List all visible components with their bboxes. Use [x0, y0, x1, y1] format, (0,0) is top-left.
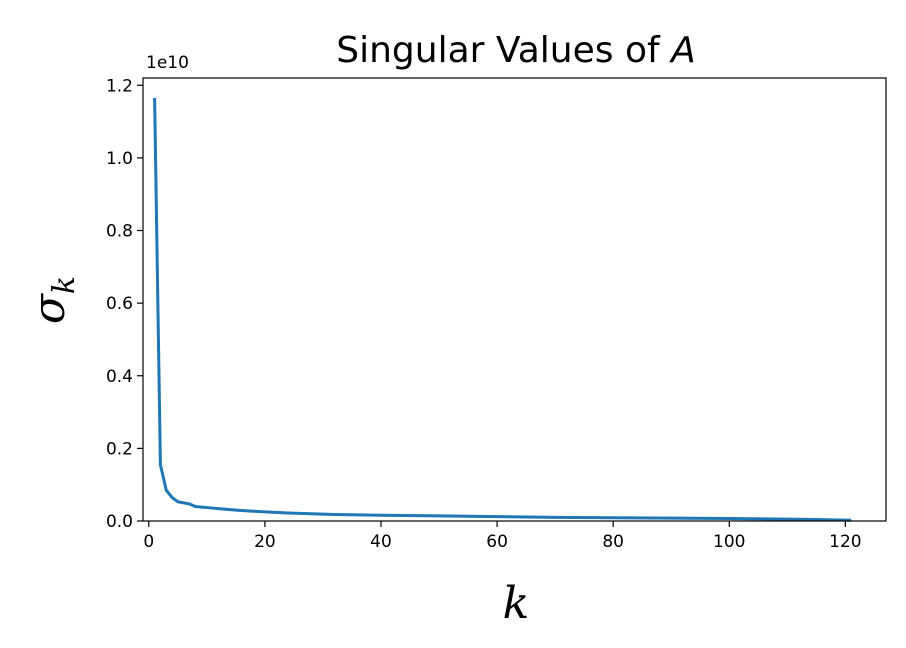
- x-tick-label: 100: [713, 532, 745, 552]
- y-axis-label: σk: [24, 276, 82, 324]
- x-tick-label: 60: [486, 532, 508, 552]
- y-offset-label: 1e10: [146, 53, 189, 73]
- series-layer: [153, 97, 852, 522]
- y-tick-label: 1.0: [106, 149, 133, 169]
- x-tick-label: 120: [829, 532, 861, 552]
- y-tick-label: 0.0: [106, 512, 133, 532]
- chart-title-variable: A: [669, 30, 696, 71]
- x-tick-label: 80: [602, 532, 624, 552]
- x-tick-label: 0: [143, 532, 154, 552]
- y-tick-label: 0.6: [106, 294, 133, 314]
- y-axis-ticks: 0.0 0.2 0.4 0.6 0.8 1.0 1.2: [106, 76, 143, 532]
- x-tick-label: 20: [254, 532, 276, 552]
- x-axis-ticks: 0 20 40 60 80 100 120: [143, 521, 862, 552]
- svg-text:σk: σk: [24, 276, 82, 324]
- plot-area: 0 20 40 60 80 100 120 0.0 0.2 0.4 0.6 0.8 1.0 1.2: [106, 76, 887, 552]
- y-tick-label: 0.4: [106, 367, 133, 387]
- x-tick-label: 40: [370, 532, 392, 552]
- y-tick-label: 0.2: [106, 439, 133, 459]
- singular-values-line: [153, 97, 852, 522]
- y-tick-label: 0.8: [106, 222, 133, 242]
- axes-frame: [142, 77, 887, 522]
- y-axis-label-subscript: k: [47, 276, 82, 294]
- chart-title: Singular Values of A: [336, 30, 696, 71]
- y-tick-label: 1.2: [106, 76, 133, 96]
- y-axis-label-symbol: σ: [24, 292, 75, 324]
- chart-title-prefix: Singular Values of: [336, 30, 671, 71]
- x-axis-label: k: [503, 578, 530, 629]
